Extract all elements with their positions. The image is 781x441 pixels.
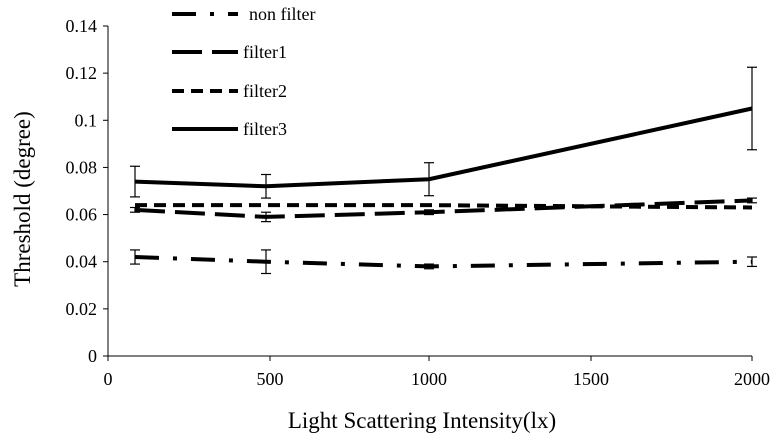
x-tick-label: 0 [104, 369, 113, 389]
legend-label: filter1 [243, 42, 287, 62]
series-layer [130, 66, 757, 275]
y-tick-label: 0.02 [66, 299, 98, 319]
y-tick-label: 0 [88, 346, 97, 366]
legend: non filter filter1 filter2 filter3 [172, 4, 315, 139]
legend-label: filter3 [243, 119, 287, 139]
y-tick-label: 0.04 [66, 252, 98, 272]
x-axis-title: Light Scattering Intensity(lx) [288, 408, 556, 433]
series-non-filter [130, 249, 757, 275]
y-axis-title: Threshold (degree) [10, 111, 35, 287]
series-line [134, 255, 753, 269]
series-filter3 [130, 66, 757, 199]
y-tick-label: 0.12 [66, 63, 98, 83]
y-axis: 0 0.02 0.04 0.06 0.08 0.1 0.12 0.14 [66, 16, 109, 366]
legend-label: filter2 [243, 81, 287, 101]
series-line [134, 106, 753, 189]
series-filter1 [130, 197, 757, 223]
y-tick-label: 0.14 [66, 16, 98, 36]
series-filter2 [134, 203, 753, 210]
x-tick-label: 1000 [411, 369, 447, 389]
legend-label: non filter [249, 4, 315, 24]
x-tick-label: 1500 [573, 369, 609, 389]
series-line [134, 198, 753, 219]
x-tick-label: 2000 [734, 369, 770, 389]
x-axis: 0 500 1000 1500 2000 [104, 355, 770, 389]
y-tick-label: 0.08 [66, 157, 98, 177]
series-line [135, 203, 753, 210]
x-tick-label: 500 [257, 369, 284, 389]
y-tick-label: 0.06 [66, 205, 98, 225]
y-tick-label: 0.1 [75, 110, 98, 130]
